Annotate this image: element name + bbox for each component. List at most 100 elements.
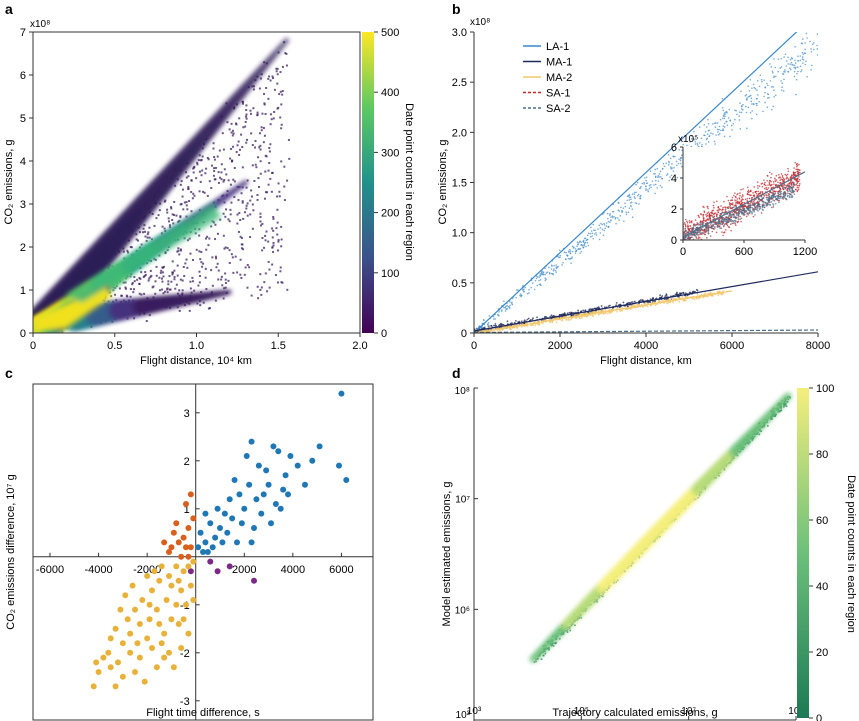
panel-b-point-la1: [622, 207, 625, 209]
panel-a-noise-cell: [263, 134, 266, 137]
panel-b-point-la1: [727, 117, 730, 119]
panel-a-noise-cell: [278, 93, 281, 96]
panel-b-inset-point-sa1: [703, 231, 706, 233]
panel-b-point-la1: [620, 206, 622, 209]
panel-b-point-la1: [680, 165, 683, 168]
panel-b-point-ma1: [582, 309, 585, 312]
panel-a-noise-cell: [262, 141, 265, 144]
panel-a-noise-cell: [272, 244, 275, 247]
panel-b-x-tick-label: 8000: [806, 340, 830, 352]
panel-a-noise-cell: [261, 112, 264, 115]
panel-b-point-la1: [793, 70, 796, 73]
panel-b-point-la1: [667, 164, 670, 166]
panel-b-point-la1: [651, 180, 654, 182]
panel-b-point-la1: [645, 189, 647, 191]
panel-a-noise-cell: [160, 269, 163, 272]
panel-b-inset-point-sa2: [776, 195, 778, 197]
panel-a-noise-cell: [179, 203, 182, 206]
panel-b-inset-point-sa2: [701, 228, 703, 231]
panel-b-inset-point-sa1: [781, 176, 784, 178]
panel-a-noise-cell: [136, 239, 139, 242]
panel-b-point-la1: [592, 223, 594, 226]
panel-a-noise-cell: [162, 265, 165, 268]
panel-b-point-la1: [557, 255, 559, 258]
panel-a-noise-cell: [133, 288, 136, 291]
panel-a-noise-cell: [215, 266, 218, 269]
panel-a-noise-cell: [181, 279, 184, 282]
panel-b-inset-point-sa2: [739, 207, 741, 209]
panel-a-noise-cell: [277, 182, 280, 185]
panel-a-noise-cell: [155, 217, 158, 220]
panel-b-point-la1: [488, 315, 491, 317]
panel-b-y-ticks: 00.51.01.52.02.53.0: [452, 27, 474, 340]
panel-b-inset-point-sa1: [786, 188, 789, 190]
panel-b-inset-y-exponent: x10⁵: [678, 134, 698, 145]
panel-b-inset-point-sa2: [729, 214, 732, 216]
panel-b-point-la1: [538, 279, 540, 282]
panel-a-noise-cell: [145, 320, 148, 323]
panel-b-point-la1: [591, 232, 594, 235]
panel-b-point-la1: [509, 304, 511, 307]
panel-a-noise-cell: [133, 276, 136, 279]
panel-b-inset-point-sa1: [716, 209, 719, 212]
panel-b-point-la1: [722, 128, 724, 130]
panel-a-noise-cell: [142, 231, 145, 234]
panel-b-inset-point-sa2: [779, 195, 781, 198]
panel-b-inset-point-sa1: [705, 237, 708, 239]
panel-b-point-la1: [787, 63, 789, 65]
panel-b-point-la1: [764, 91, 766, 94]
panel-a-noise-cell: [193, 194, 196, 197]
panel-b-point-la1: [725, 111, 727, 113]
panel-b-point-la1: [774, 94, 777, 97]
panel-c-point-orange: [185, 553, 192, 560]
panel-a-noise-cell: [158, 254, 161, 257]
panel-a-noise-cell: [267, 240, 270, 243]
panel-a-noise-cell: [264, 234, 267, 237]
panel-c-point-gold: [180, 568, 187, 575]
panel-b-point-la1: [789, 58, 792, 61]
panel-b-inset-point-sa2: [739, 208, 742, 211]
panel-b-inset-point-sa1: [696, 222, 699, 224]
panel-b-y-exponent: x10⁸: [470, 17, 490, 28]
panel-b-point-la1: [795, 93, 797, 96]
panel-a-noise-cell: [272, 217, 275, 220]
panel-b-inset-point-sa1: [741, 194, 744, 196]
panel-a-noise-cell: [140, 243, 143, 246]
panel-b-inset-point-sa1: [780, 173, 783, 175]
panel-b-inset-point-sa2: [749, 209, 752, 211]
panel-a-noise-cell: [154, 280, 157, 283]
panel-a-noise-cell: [255, 166, 258, 169]
panel-a-noise-cell: [259, 288, 262, 291]
panel-a-noise-cell: [189, 287, 192, 290]
panel-a-noise-cell: [162, 275, 165, 278]
panel-c-point-gold: [158, 640, 165, 647]
panel-a-noise-cell: [199, 170, 202, 173]
panel-b-point-la1: [715, 122, 717, 124]
panel-b-inset-point-sa1: [752, 192, 754, 194]
panel-a-noise-cell: [279, 270, 282, 273]
panel-b-point-la1: [561, 264, 563, 266]
panel-b-inset-point-sa1: [721, 208, 724, 210]
panel-b-point-la1: [729, 135, 731, 138]
panel-b-point-la1: [774, 75, 777, 78]
panel-b-point-la1: [550, 268, 553, 270]
panel-a-noise-cell: [265, 86, 268, 89]
panel-b-point-la1: [767, 84, 769, 87]
panel-a-noise-cell: [218, 149, 221, 152]
panel-b-point-la1: [785, 60, 788, 62]
panel-b-inset-point-sa1: [795, 180, 798, 182]
panel-b-point-la1: [605, 225, 608, 227]
panel-b-point-la1: [517, 289, 519, 292]
panel-c-point-orange: [178, 553, 185, 560]
panel-b-point-la1: [515, 296, 517, 299]
panel-b-point-la1: [638, 203, 640, 205]
panel-a-noise-cell: [166, 291, 169, 294]
panel-b-inset-point-sa1: [730, 207, 733, 209]
panel-a-noise-cell: [177, 249, 180, 252]
panel-b-point-ma2: [608, 308, 611, 311]
panel-a-noise-cell: [271, 263, 274, 266]
panel-a-noise-cell: [198, 190, 201, 193]
panel-a-noise-cell: [197, 284, 200, 287]
panel-b-point-la1: [701, 143, 703, 146]
panel-b-point-la1: [661, 186, 663, 188]
